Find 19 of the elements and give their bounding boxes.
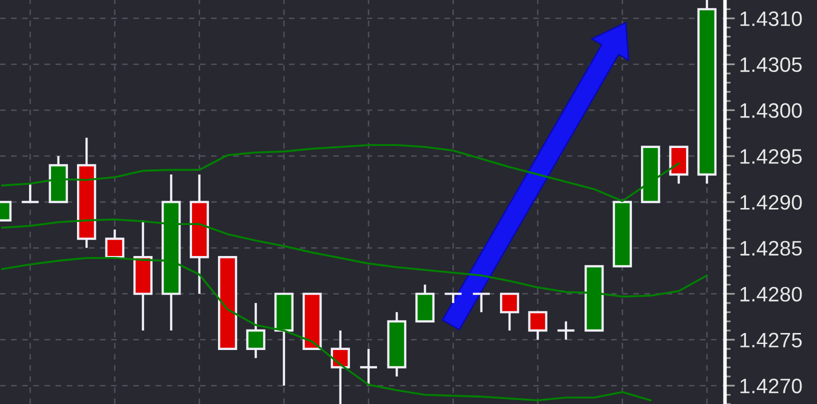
- candlestick: [472, 292, 491, 314]
- candlestick: [246, 302, 266, 360]
- y-tick-label: 1.4300: [740, 103, 802, 118]
- y-tick-label: 1.4285: [740, 240, 802, 256]
- candlestick: [444, 292, 463, 304]
- candlestick: [358, 348, 378, 387]
- y-tick-label: 1.4310: [740, 11, 802, 26]
- y-tick-label: 1.4305: [740, 57, 802, 72]
- candlestick: [500, 292, 520, 332]
- candlestick: [528, 311, 548, 341]
- y-tick-label: 1.4275: [740, 332, 802, 348]
- y-tick-label: 1.4270: [740, 378, 802, 394]
- candlestick: [556, 320, 576, 341]
- y-tick-label: 1.4295: [740, 149, 802, 164]
- y-tick-label: 1.4290: [740, 195, 802, 210]
- y-tick-label: 1.4280: [740, 286, 802, 302]
- candlestick: [330, 329, 350, 404]
- candlestick: [105, 228, 124, 258]
- candlestick: [20, 182, 40, 204]
